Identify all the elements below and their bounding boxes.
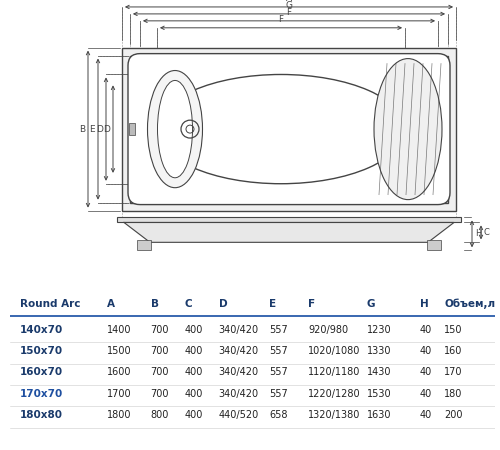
- Text: 40: 40: [420, 388, 432, 399]
- Text: 1530: 1530: [366, 388, 391, 399]
- Text: 700: 700: [150, 388, 169, 399]
- Text: 1020/1080: 1020/1080: [308, 346, 360, 356]
- Text: 800: 800: [150, 410, 169, 420]
- Text: 180: 180: [444, 388, 462, 399]
- Bar: [427, 240, 441, 250]
- Ellipse shape: [158, 81, 192, 178]
- Text: 400: 400: [184, 388, 203, 399]
- Text: H: H: [420, 299, 428, 309]
- Text: 1500: 1500: [107, 346, 132, 356]
- Text: 400: 400: [184, 410, 203, 420]
- Text: 400: 400: [184, 367, 203, 377]
- Text: 557: 557: [270, 388, 288, 399]
- Text: 440/520: 440/520: [218, 410, 259, 420]
- FancyBboxPatch shape: [128, 54, 450, 205]
- Text: Round Arc: Round Arc: [20, 299, 80, 309]
- Text: 340/420: 340/420: [218, 325, 258, 335]
- Text: 150x70: 150x70: [20, 346, 63, 356]
- Text: D: D: [218, 299, 227, 309]
- Text: 1120/1180: 1120/1180: [308, 367, 360, 377]
- Text: 700: 700: [150, 346, 169, 356]
- Text: 140x70: 140x70: [20, 325, 63, 335]
- Text: 400: 400: [184, 346, 203, 356]
- Text: Объем,л: Объем,л: [444, 298, 495, 309]
- Text: D: D: [103, 125, 110, 134]
- Text: 1400: 1400: [107, 325, 132, 335]
- Bar: [117, 217, 461, 222]
- Text: 1230: 1230: [366, 325, 391, 335]
- Text: 340/420: 340/420: [218, 346, 258, 356]
- Text: 1700: 1700: [107, 388, 132, 399]
- Text: 340/420: 340/420: [218, 388, 258, 399]
- Text: 700: 700: [150, 367, 169, 377]
- Text: 557: 557: [270, 367, 288, 377]
- Bar: [130, 56, 448, 202]
- Text: G: G: [286, 1, 292, 10]
- Text: 160: 160: [444, 346, 462, 356]
- Text: 40: 40: [420, 325, 432, 335]
- Text: 150: 150: [444, 325, 462, 335]
- Bar: [129, 123, 135, 135]
- Text: F: F: [308, 299, 316, 309]
- Text: 40: 40: [420, 367, 432, 377]
- Text: B: B: [150, 299, 158, 309]
- Text: H: H: [475, 230, 482, 238]
- Text: 557: 557: [270, 325, 288, 335]
- Text: 200: 200: [444, 410, 462, 420]
- Text: 1330: 1330: [366, 346, 391, 356]
- Polygon shape: [124, 222, 454, 242]
- Text: 557: 557: [270, 346, 288, 356]
- Text: 400: 400: [184, 325, 203, 335]
- Text: 1320/1380: 1320/1380: [308, 410, 360, 420]
- Text: A: A: [286, 0, 292, 4]
- Text: D: D: [96, 125, 103, 134]
- Text: 1220/1280: 1220/1280: [308, 388, 361, 399]
- Bar: [137, 240, 151, 250]
- Bar: [122, 48, 456, 211]
- Text: 40: 40: [420, 346, 432, 356]
- Text: B: B: [79, 125, 85, 134]
- Text: E: E: [90, 125, 95, 134]
- Text: C: C: [484, 228, 490, 237]
- Ellipse shape: [374, 58, 442, 200]
- Text: 180x80: 180x80: [20, 410, 62, 420]
- Text: 1430: 1430: [366, 367, 391, 377]
- Text: E: E: [270, 299, 276, 309]
- Text: 40: 40: [420, 410, 432, 420]
- Text: 160x70: 160x70: [20, 367, 63, 377]
- Text: A: A: [107, 299, 115, 309]
- Text: 1600: 1600: [107, 367, 132, 377]
- Text: 170x70: 170x70: [20, 388, 63, 399]
- Text: 658: 658: [270, 410, 288, 420]
- Text: 170: 170: [444, 367, 462, 377]
- Text: 700: 700: [150, 325, 169, 335]
- Text: 340/420: 340/420: [218, 367, 258, 377]
- Ellipse shape: [148, 71, 203, 188]
- Text: F: F: [286, 9, 292, 18]
- Text: 920/980: 920/980: [308, 325, 348, 335]
- Text: 1800: 1800: [107, 410, 132, 420]
- Ellipse shape: [157, 75, 405, 184]
- Text: G: G: [366, 299, 375, 309]
- Text: 1630: 1630: [366, 410, 391, 420]
- Text: F: F: [278, 15, 283, 24]
- Text: C: C: [184, 299, 192, 309]
